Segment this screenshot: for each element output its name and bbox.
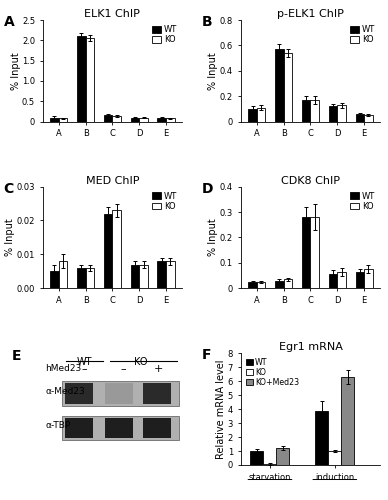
Bar [302, 100, 310, 122]
Bar [337, 105, 346, 122]
Bar [77, 36, 86, 121]
Bar [355, 114, 364, 122]
Bar [248, 109, 257, 122]
Bar [251, 451, 263, 465]
Text: +: + [154, 364, 163, 374]
Y-axis label: % Input: % Input [10, 52, 21, 90]
Bar [131, 118, 139, 122]
Bar [341, 377, 354, 465]
Bar [337, 272, 346, 288]
Bar [328, 451, 341, 465]
Bar [166, 261, 175, 288]
Y-axis label: % Input: % Input [208, 52, 218, 90]
Bar [364, 115, 373, 121]
Text: hMed23: hMed23 [45, 364, 82, 374]
Title: CDK8 ChIP: CDK8 ChIP [281, 176, 340, 186]
Text: –: – [82, 364, 87, 374]
Bar [364, 269, 373, 288]
Bar [315, 411, 328, 465]
Bar [355, 272, 364, 288]
Title: ELK1 ChIP: ELK1 ChIP [85, 9, 140, 19]
Legend: WT, KO: WT, KO [350, 191, 376, 212]
Text: F: F [202, 348, 211, 362]
Bar [106, 418, 133, 438]
Bar [275, 49, 284, 122]
Bar [284, 280, 292, 288]
Text: B: B [202, 15, 212, 29]
Bar [143, 384, 171, 404]
Bar [248, 282, 257, 288]
Bar [62, 381, 179, 406]
Bar [65, 384, 93, 404]
Bar [86, 38, 94, 121]
Bar [257, 108, 265, 122]
Bar [329, 274, 337, 288]
Legend: WT, KO: WT, KO [350, 24, 376, 45]
Legend: WT, KO: WT, KO [151, 191, 178, 212]
Bar [329, 106, 337, 122]
Bar [113, 210, 121, 288]
Bar [113, 116, 121, 121]
Bar [59, 261, 68, 288]
Bar [65, 418, 93, 438]
Y-axis label: % Input: % Input [5, 218, 15, 256]
Text: –: – [121, 364, 126, 374]
Y-axis label: % Input: % Input [208, 218, 218, 256]
Text: α-TBP: α-TBP [45, 422, 71, 430]
Bar [131, 264, 139, 288]
Bar [77, 268, 86, 288]
Title: Egr1 mRNA: Egr1 mRNA [279, 342, 343, 352]
Bar [158, 118, 166, 122]
Bar [275, 280, 284, 288]
Text: WT: WT [77, 356, 92, 366]
Bar [139, 264, 148, 288]
Bar [158, 261, 166, 288]
Text: E: E [12, 349, 21, 363]
Bar [310, 100, 319, 122]
Text: α-Med23: α-Med23 [45, 387, 85, 396]
Text: KO: KO [133, 356, 147, 366]
Legend: WT, KO, KO+Med23: WT, KO, KO+Med23 [245, 357, 300, 388]
Title: MED ChIP: MED ChIP [86, 176, 139, 186]
Text: A: A [3, 15, 14, 29]
Bar [86, 268, 94, 288]
Bar [59, 118, 68, 122]
Bar [62, 416, 179, 440]
Title: p-ELK1 ChIP: p-ELK1 ChIP [277, 9, 344, 19]
Bar [50, 272, 59, 288]
Bar [257, 282, 265, 288]
Bar [104, 214, 113, 288]
Bar [104, 116, 113, 121]
Bar [166, 118, 175, 122]
Bar [106, 384, 133, 404]
Text: C: C [3, 182, 14, 196]
Y-axis label: Relative mRNA level: Relative mRNA level [217, 360, 226, 459]
Bar [139, 118, 148, 122]
Bar [276, 448, 289, 465]
Bar [302, 217, 310, 288]
Bar [284, 53, 292, 122]
Bar [50, 118, 59, 122]
Legend: WT, KO: WT, KO [151, 24, 178, 45]
Bar [310, 217, 319, 288]
Bar [263, 464, 276, 465]
Bar [143, 418, 171, 438]
Text: D: D [202, 182, 213, 196]
